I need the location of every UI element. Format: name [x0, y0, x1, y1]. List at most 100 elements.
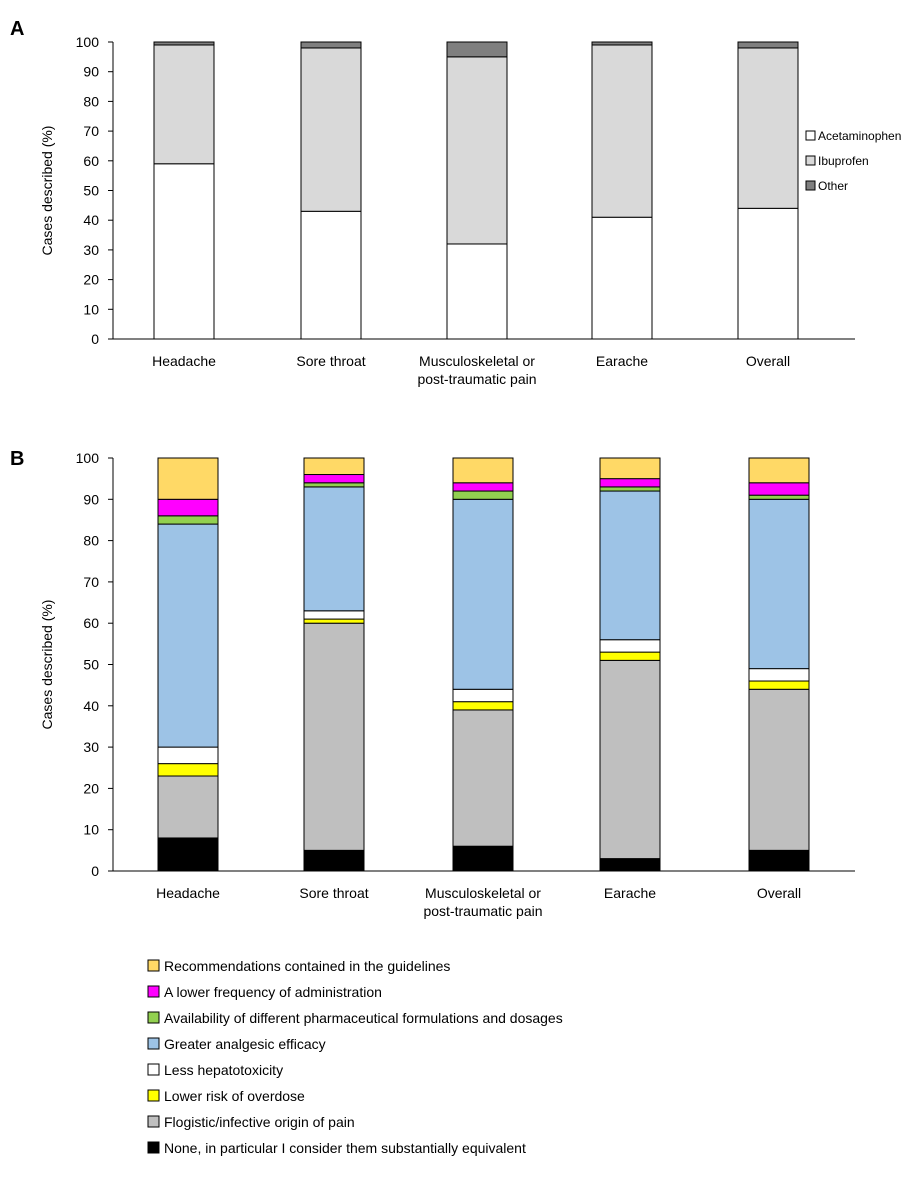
legend-label: Acetaminophen	[818, 129, 901, 143]
bar-segment	[153, 41, 215, 46]
y-tick-label: 50	[83, 657, 99, 673]
bar-segment	[748, 680, 810, 690]
legend-swatch	[805, 155, 816, 166]
chart-b: 0 10 20 30 40 50 60 70 80 90 100 Cases described (%…	[39, 450, 855, 1156]
bar-segment	[748, 668, 810, 682]
bar-segment	[452, 457, 514, 484]
x-category-label: Musculoskeletal or	[419, 353, 535, 369]
legend-label: Less hepatotoxicity	[164, 1062, 283, 1078]
legend-label: Other	[818, 179, 848, 193]
legend-label: Recommendations contained in the guideli…	[164, 958, 450, 974]
bar-segment	[737, 47, 799, 209]
y-tick-label: 50	[83, 183, 99, 199]
legend-label: Availability of different pharmaceutical…	[164, 1010, 563, 1026]
y-tick-label: 40	[83, 698, 99, 714]
legend-swatch	[147, 1037, 160, 1050]
y-tick-label: 100	[76, 34, 100, 50]
bar-segment	[157, 763, 219, 777]
panel-label-b: B	[10, 448, 24, 470]
bar-segment	[303, 482, 365, 488]
y-tick-label: 70	[83, 123, 99, 139]
x-category-label: Headache	[152, 353, 216, 369]
bar-segment	[303, 849, 365, 872]
bar-segment	[303, 622, 365, 851]
y-tick-label: 0	[91, 863, 99, 879]
legend-swatch	[147, 1063, 160, 1076]
bar-segment	[748, 849, 810, 872]
y-tick-label: 20	[83, 780, 99, 796]
bar-segment	[599, 490, 661, 641]
x-category-label: Sore throat	[299, 885, 368, 901]
legend-swatch	[147, 985, 160, 998]
bar-segment	[599, 659, 661, 860]
y-tick-label: 90	[83, 491, 99, 507]
bar-segment	[303, 610, 365, 620]
legend-label: None, in particular I consider them subs…	[164, 1140, 526, 1156]
bar-segment	[303, 486, 365, 612]
bar-segment	[748, 498, 810, 670]
panel-label-a: A	[10, 18, 24, 40]
legend-swatch	[147, 959, 160, 972]
x-category-label: post-traumatic pain	[423, 903, 542, 919]
bar-segment	[452, 490, 514, 500]
bar-segment	[452, 701, 514, 711]
bar-segment	[452, 688, 514, 703]
bar-segment	[737, 41, 799, 49]
y-tick-label: 80	[83, 533, 99, 549]
y-tick-label: 60	[83, 153, 99, 169]
legend-swatch	[147, 1011, 160, 1024]
y-tick-label: 40	[83, 212, 99, 228]
bar-segment	[300, 41, 362, 49]
x-category-label: Earache	[604, 885, 656, 901]
legend-label: Ibuprofen	[818, 154, 869, 168]
y-tick-label: 60	[83, 615, 99, 631]
legend-swatch	[805, 180, 816, 191]
bar-segment	[157, 775, 219, 839]
bar-segment	[748, 494, 810, 500]
bar-segment	[452, 482, 514, 492]
bar-segment	[599, 478, 661, 488]
x-category-label: Musculoskeletal or	[425, 885, 541, 901]
bar-segment	[737, 207, 799, 340]
legend-swatch	[147, 1115, 160, 1128]
chart-a: 0 10 20 30 40 50 60 70 80 90 100 Cases described (%…	[39, 34, 901, 387]
bar-segment	[748, 482, 810, 496]
bar-segment	[452, 498, 514, 690]
bar-segment	[157, 515, 219, 525]
bar-segment	[153, 44, 215, 165]
bar-segment	[452, 845, 514, 872]
bar-segment	[157, 457, 219, 500]
bar-segment	[157, 746, 219, 765]
x-category-label: Sore throat	[296, 353, 365, 369]
x-category-label: Overall	[746, 353, 790, 369]
bar-segment	[446, 41, 508, 58]
legend-swatch	[147, 1089, 160, 1102]
legend-label: Lower risk of overdose	[164, 1088, 305, 1104]
y-tick-label: 10	[83, 822, 99, 838]
bar-segment	[599, 486, 661, 492]
bar-segment	[599, 457, 661, 480]
legend-swatch	[147, 1141, 160, 1154]
legend-label: A lower frequency of administration	[164, 984, 382, 1000]
y-tick-label: 20	[83, 272, 99, 288]
x-category-label: post-traumatic pain	[417, 371, 536, 387]
y-axis-title: Cases described (%)	[39, 600, 55, 730]
y-tick-label: 10	[83, 301, 99, 317]
bar-segment	[748, 688, 810, 851]
bar-segment	[599, 639, 661, 653]
legend-swatch	[805, 130, 816, 141]
bar-segment	[452, 709, 514, 847]
y-tick-label: 80	[83, 93, 99, 109]
y-tick-label: 70	[83, 574, 99, 590]
bar-segment	[300, 210, 362, 340]
bar-segment	[591, 44, 653, 218]
bar-segment	[446, 56, 508, 245]
y-tick-label: 30	[83, 242, 99, 258]
bar-segment	[303, 474, 365, 484]
bar-segment	[303, 618, 365, 624]
bar-segment	[599, 858, 661, 872]
y-axis-title: Cases described (%)	[39, 126, 55, 256]
y-tick-label: 100	[76, 450, 100, 466]
bar-segment	[591, 216, 653, 340]
y-tick-label: 90	[83, 64, 99, 80]
